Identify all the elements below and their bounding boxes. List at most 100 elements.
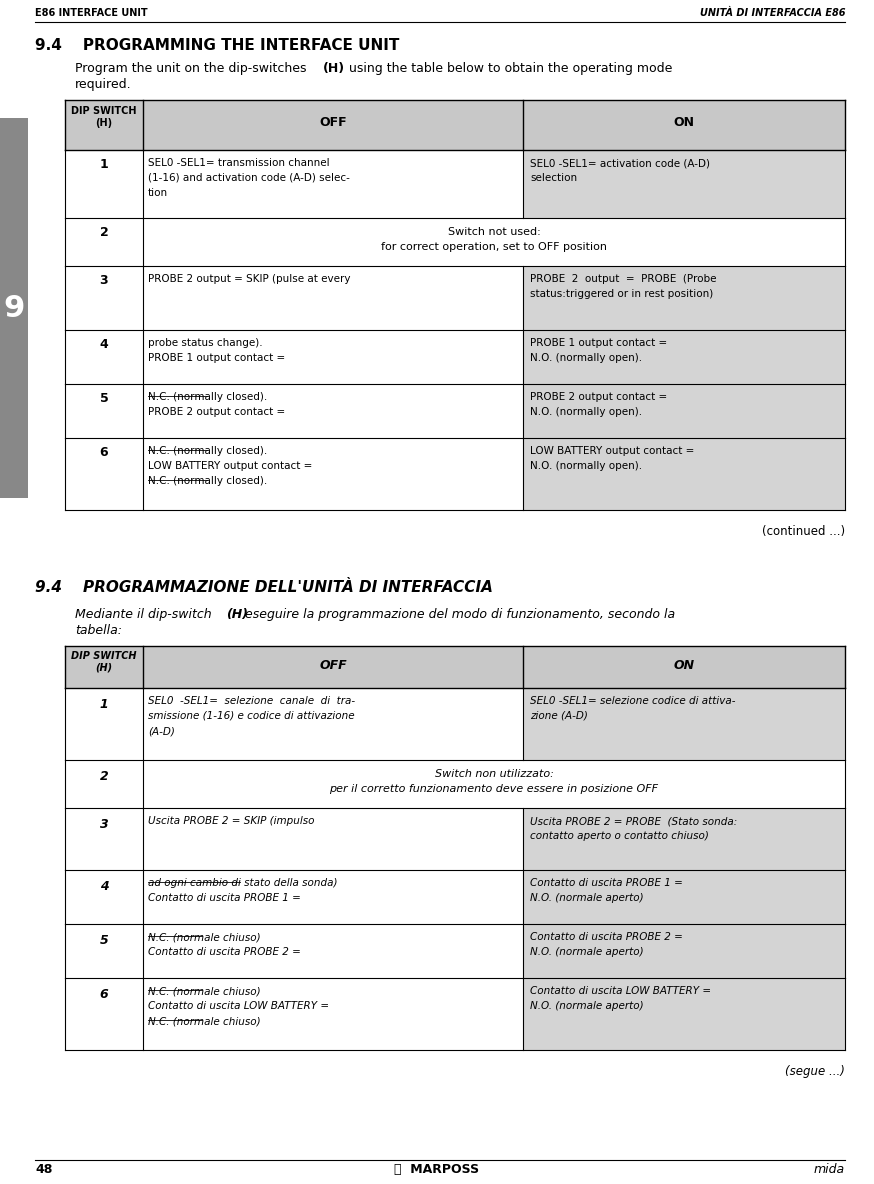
Bar — [523, 978, 845, 1050]
Bar — [143, 870, 523, 924]
Text: 1: 1 — [100, 699, 108, 712]
Bar — [523, 870, 845, 924]
Bar — [65, 330, 143, 384]
Text: OFF: OFF — [319, 116, 347, 129]
Text: 5: 5 — [100, 392, 108, 405]
Text: Contatto di uscita PROBE 1 =: Contatto di uscita PROBE 1 = — [148, 893, 301, 903]
Text: N.C. (normale chiuso): N.C. (normale chiuso) — [148, 932, 260, 942]
Text: for correct operation, set to OFF position: for correct operation, set to OFF positi… — [381, 242, 607, 252]
Text: zione (A-D): zione (A-D) — [530, 712, 588, 721]
Text: PROBE 1 output contact =: PROBE 1 output contact = — [530, 337, 667, 348]
Bar — [65, 218, 143, 266]
Bar — [523, 384, 845, 438]
Text: 5: 5 — [100, 934, 108, 947]
Text: LOW BATTERY output contact =: LOW BATTERY output contact = — [530, 446, 694, 456]
Bar — [143, 760, 845, 807]
Bar — [65, 150, 143, 218]
Text: PROBE 2 output contact =: PROBE 2 output contact = — [148, 407, 285, 417]
Bar — [65, 438, 143, 510]
Bar — [143, 646, 523, 688]
Bar — [143, 924, 523, 978]
Bar — [143, 330, 523, 384]
Bar — [143, 978, 523, 1050]
Text: eseguire la programmazione del modo di funzionamento, secondo la: eseguire la programmazione del modo di f… — [241, 609, 675, 620]
Text: 3: 3 — [100, 818, 108, 831]
Text: Switch not used:: Switch not used: — [447, 227, 540, 237]
Text: (continued ...): (continued ...) — [762, 525, 845, 538]
Text: 6: 6 — [100, 987, 108, 1000]
Text: 2: 2 — [100, 226, 108, 239]
Text: Contatto di uscita LOW BATTERY =: Contatto di uscita LOW BATTERY = — [148, 1000, 329, 1011]
Text: per il corretto funzionamento deve essere in posizione OFF: per il corretto funzionamento deve esser… — [329, 784, 658, 794]
Text: 9.4    PROGRAMMING THE INTERFACE UNIT: 9.4 PROGRAMMING THE INTERFACE UNIT — [35, 38, 399, 53]
Text: Contatto di uscita PROBE 2 =: Contatto di uscita PROBE 2 = — [530, 932, 683, 942]
Text: status:triggered or in rest position): status:triggered or in rest position) — [530, 289, 713, 300]
Bar — [523, 266, 845, 330]
Bar — [523, 330, 845, 384]
Text: 3: 3 — [100, 274, 108, 287]
Bar — [65, 646, 143, 688]
Text: Contatto di uscita PROBE 2 =: Contatto di uscita PROBE 2 = — [148, 947, 301, 957]
Bar — [143, 688, 523, 760]
Text: N.O. (normally open).: N.O. (normally open). — [530, 353, 642, 363]
Bar — [523, 150, 845, 218]
Text: smissione (1-16) e codice di attivazione: smissione (1-16) e codice di attivazione — [148, 712, 355, 721]
Text: Program the unit on the dip-switches: Program the unit on the dip-switches — [75, 62, 310, 75]
Text: probe status change).: probe status change). — [148, 337, 262, 348]
Text: Switch non utilizzato:: Switch non utilizzato: — [434, 768, 553, 779]
Text: SEL0  -SEL1=  selezione  canale  di  tra-: SEL0 -SEL1= selezione canale di tra- — [148, 696, 355, 706]
Text: UNITÀ DI INTERFACCIA E86: UNITÀ DI INTERFACCIA E86 — [699, 8, 845, 18]
Text: 9.4    PROGRAMMAZIONE DELL'UNITÀ DI INTERFACCIA: 9.4 PROGRAMMAZIONE DELL'UNITÀ DI INTERFA… — [35, 580, 493, 596]
Text: N.C. (normale chiuso): N.C. (normale chiuso) — [148, 1016, 260, 1027]
Bar — [143, 266, 523, 330]
Text: Mediante il dip-switch: Mediante il dip-switch — [75, 609, 216, 620]
Bar — [143, 807, 523, 870]
Text: ON: ON — [674, 116, 695, 129]
Bar — [65, 924, 143, 978]
Text: DIP SWITCH
(H): DIP SWITCH (H) — [72, 107, 136, 128]
Bar — [523, 99, 845, 150]
Text: N.O. (normally open).: N.O. (normally open). — [530, 407, 642, 417]
Bar — [65, 99, 143, 150]
Text: Ⓜ  MARPOSS: Ⓜ MARPOSS — [394, 1163, 480, 1176]
Bar — [65, 870, 143, 924]
Text: LOW BATTERY output contact =: LOW BATTERY output contact = — [148, 461, 312, 471]
Bar — [143, 384, 523, 438]
Text: (A-D): (A-D) — [148, 726, 175, 736]
Text: N.O. (normale aperto): N.O. (normale aperto) — [530, 893, 643, 903]
Text: Uscita PROBE 2 = PROBE  (Stato sonda:: Uscita PROBE 2 = PROBE (Stato sonda: — [530, 816, 738, 826]
Text: N.C. (normally closed).: N.C. (normally closed). — [148, 476, 267, 485]
Text: 4: 4 — [100, 880, 108, 893]
Text: PROBE 2 output = SKIP (pulse at every: PROBE 2 output = SKIP (pulse at every — [148, 274, 350, 284]
Bar — [65, 266, 143, 330]
Text: tabella:: tabella: — [75, 624, 122, 637]
Text: N.C. (normale chiuso): N.C. (normale chiuso) — [148, 986, 260, 996]
Text: 1: 1 — [100, 157, 108, 170]
Text: required.: required. — [75, 78, 132, 91]
Bar — [523, 646, 845, 688]
Text: 6: 6 — [100, 446, 108, 459]
Text: 9: 9 — [3, 294, 24, 323]
Bar — [0, 118, 28, 498]
Bar — [523, 438, 845, 510]
Bar — [65, 384, 143, 438]
Text: Uscita PROBE 2 = SKIP (impulso: Uscita PROBE 2 = SKIP (impulso — [148, 816, 315, 826]
Text: ON: ON — [674, 659, 695, 673]
Text: tion: tion — [148, 188, 168, 198]
Text: SEL0 -SEL1= selezione codice di attiva-: SEL0 -SEL1= selezione codice di attiva- — [530, 696, 736, 706]
Text: DIP SWITCH
(H): DIP SWITCH (H) — [72, 651, 136, 673]
Text: 48: 48 — [35, 1163, 52, 1176]
Bar — [523, 807, 845, 870]
Text: 4: 4 — [100, 337, 108, 350]
Bar — [65, 807, 143, 870]
Text: N.O. (normale aperto): N.O. (normale aperto) — [530, 1000, 643, 1011]
Text: mida: mida — [814, 1163, 845, 1176]
Text: E86 INTERFACE UNIT: E86 INTERFACE UNIT — [35, 8, 148, 18]
Text: PROBE 2 output contact =: PROBE 2 output contact = — [530, 392, 667, 403]
Bar — [65, 760, 143, 807]
Text: OFF: OFF — [319, 659, 347, 673]
Text: 2: 2 — [100, 770, 108, 783]
Text: PROBE 1 output contact =: PROBE 1 output contact = — [148, 353, 285, 363]
Text: PROBE  2  output  =  PROBE  (Probe: PROBE 2 output = PROBE (Probe — [530, 274, 717, 284]
Text: N.C. (normally closed).: N.C. (normally closed). — [148, 446, 267, 456]
